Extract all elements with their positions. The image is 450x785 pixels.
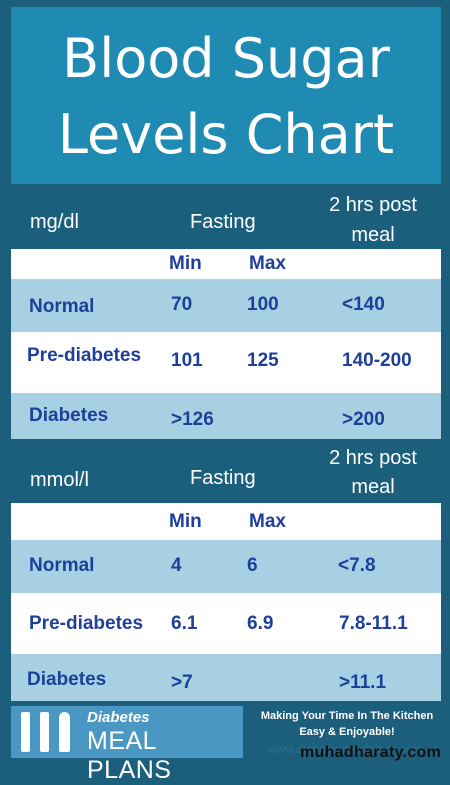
min-max-header-row: Min Max [11, 249, 441, 279]
row-min: >7 [171, 672, 193, 693]
row-label: Normal [29, 296, 95, 317]
table-row: Diabetes >126 >200 [11, 393, 441, 439]
fasting-header: Fasting [190, 211, 256, 233]
table-row: Pre-diabetes 101 125 140-200 [11, 332, 441, 393]
knife-icon [40, 712, 49, 752]
row-max: 6 [247, 555, 258, 576]
logo-top-text: Diabetes [87, 709, 150, 726]
promo-line-1: Making Your Time In The Kitchen [260, 710, 434, 722]
row-label: Pre-diabetes [29, 613, 144, 634]
max-label: Max [249, 511, 286, 532]
row-max: 6.9 [247, 613, 274, 634]
title-banner: Blood Sugar Levels Chart [11, 7, 441, 184]
brand-logo: Diabetes MEAL PLANS [11, 706, 243, 784]
table-row: Diabetes >7 >11.1 [11, 654, 441, 704]
post-meal-header-line1: 2 hrs post [329, 447, 417, 469]
title-line-2: Levels Chart [57, 103, 395, 166]
table-row: Normal 70 100 <140 [11, 279, 441, 332]
row-label: Pre-diabetes [27, 345, 142, 366]
fork-icon [21, 712, 30, 752]
row-min: 4 [171, 555, 182, 576]
min-label: Min [169, 511, 202, 532]
min-max-header-row: Min Max [11, 503, 441, 540]
row-label: Diabetes [27, 669, 107, 690]
unit-label-mmoll: mmol/l [30, 469, 89, 491]
watermark-text: muhadharaty.com [300, 744, 442, 761]
row-min: 70 [171, 294, 193, 315]
spoon-icon [59, 712, 70, 752]
row-post: <140 [342, 294, 385, 315]
row-post: 7.8-11.1 [339, 613, 408, 634]
row-post: <7.8 [338, 555, 376, 576]
fasting-header: Fasting [190, 467, 256, 489]
unit-label-mgdl: mg/dl [30, 211, 79, 233]
post-meal-header-line1: 2 hrs post [329, 194, 417, 216]
row-post: >11.1 [339, 672, 387, 693]
max-label: Max [249, 253, 286, 274]
row-label: Normal [29, 555, 95, 576]
row-min: 6.1 [171, 613, 198, 634]
logo-main-text: MEAL PLANS [87, 727, 172, 784]
row-min: 101 [171, 350, 203, 371]
title-line-1: Blood Sugar [62, 27, 390, 90]
table-row: Pre-diabetes 6.1 6.9 7.8-11.1 [11, 593, 441, 654]
row-max: 125 [247, 350, 279, 371]
post-meal-header-line2: meal [351, 224, 395, 246]
row-post: >200 [342, 409, 385, 430]
row-max: 100 [247, 294, 279, 315]
min-label: Min [169, 253, 202, 274]
row-label: Diabetes [29, 405, 109, 426]
website-url: www.diabetesmealplans.com [268, 742, 423, 756]
row-min: >126 [171, 409, 214, 430]
promo-line-2: Easy & Enjoyable! [299, 726, 395, 738]
footer: Diabetes MEAL PLANS Making Your Time In … [0, 701, 450, 784]
table-row: Normal 4 6 <7.8 [11, 540, 441, 593]
row-post: 140-200 [342, 350, 412, 371]
post-meal-header-line2: meal [351, 476, 395, 498]
